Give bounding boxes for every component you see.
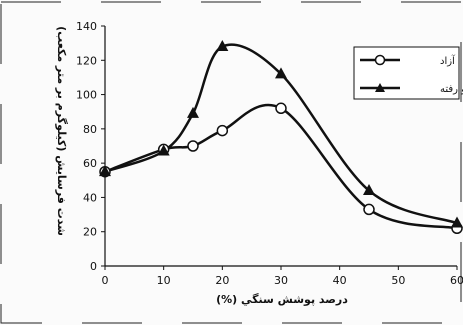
y-tick-label: 100	[76, 89, 97, 102]
tick-marks: 0 20 40 60 80 100 120 140 0 10 20 30 40 50 60	[76, 20, 463, 287]
legend-box	[353, 46, 460, 100]
data-point-series-2	[99, 165, 111, 177]
data-point-series-2	[187, 106, 199, 118]
y-tick-label: 60	[83, 157, 97, 170]
data-point-series-2	[451, 216, 463, 228]
legend-marker-series-2	[375, 83, 385, 92]
y-tick-label: 140	[76, 20, 97, 33]
data-point-series-2	[157, 144, 170, 156]
x-tick-label: 60	[450, 274, 463, 287]
x-tick-label: 40	[333, 274, 347, 287]
y-tick-label: 40	[83, 191, 97, 204]
y-tick-label: 120	[76, 54, 97, 67]
x-tick-label: 30	[274, 274, 288, 287]
legend-marker-series-1	[374, 54, 386, 66]
data-point-series-2	[363, 183, 375, 195]
data-point-series-1	[216, 124, 229, 137]
data-point-series-2	[275, 67, 287, 79]
series-markers	[99, 39, 463, 235]
x-axis-title: درصد پوشش سنگي (%)	[216, 293, 348, 306]
data-point-series-1	[275, 102, 287, 115]
y-axis-title: شدت فرسايش (كيلوگرم بر متر مكعب)	[55, 26, 68, 236]
x-tick-label: 20	[215, 274, 229, 287]
legend: آزاد فرو رفته	[353, 46, 463, 100]
data-point-series-2	[216, 39, 229, 51]
legend-label-series-1: آزاد	[440, 54, 456, 67]
legend-label-series-2: فرو رفته	[440, 84, 463, 95]
data-point-series-1	[363, 203, 375, 216]
y-tick-label: 80	[83, 123, 97, 136]
y-tick-label: 0	[90, 260, 97, 273]
x-tick-label: 10	[157, 274, 171, 287]
x-tick-label: 50	[391, 274, 405, 287]
data-point-series-1	[187, 140, 199, 152]
x-tick-label: 0	[102, 274, 109, 287]
y-tick-label: 20	[83, 226, 97, 239]
